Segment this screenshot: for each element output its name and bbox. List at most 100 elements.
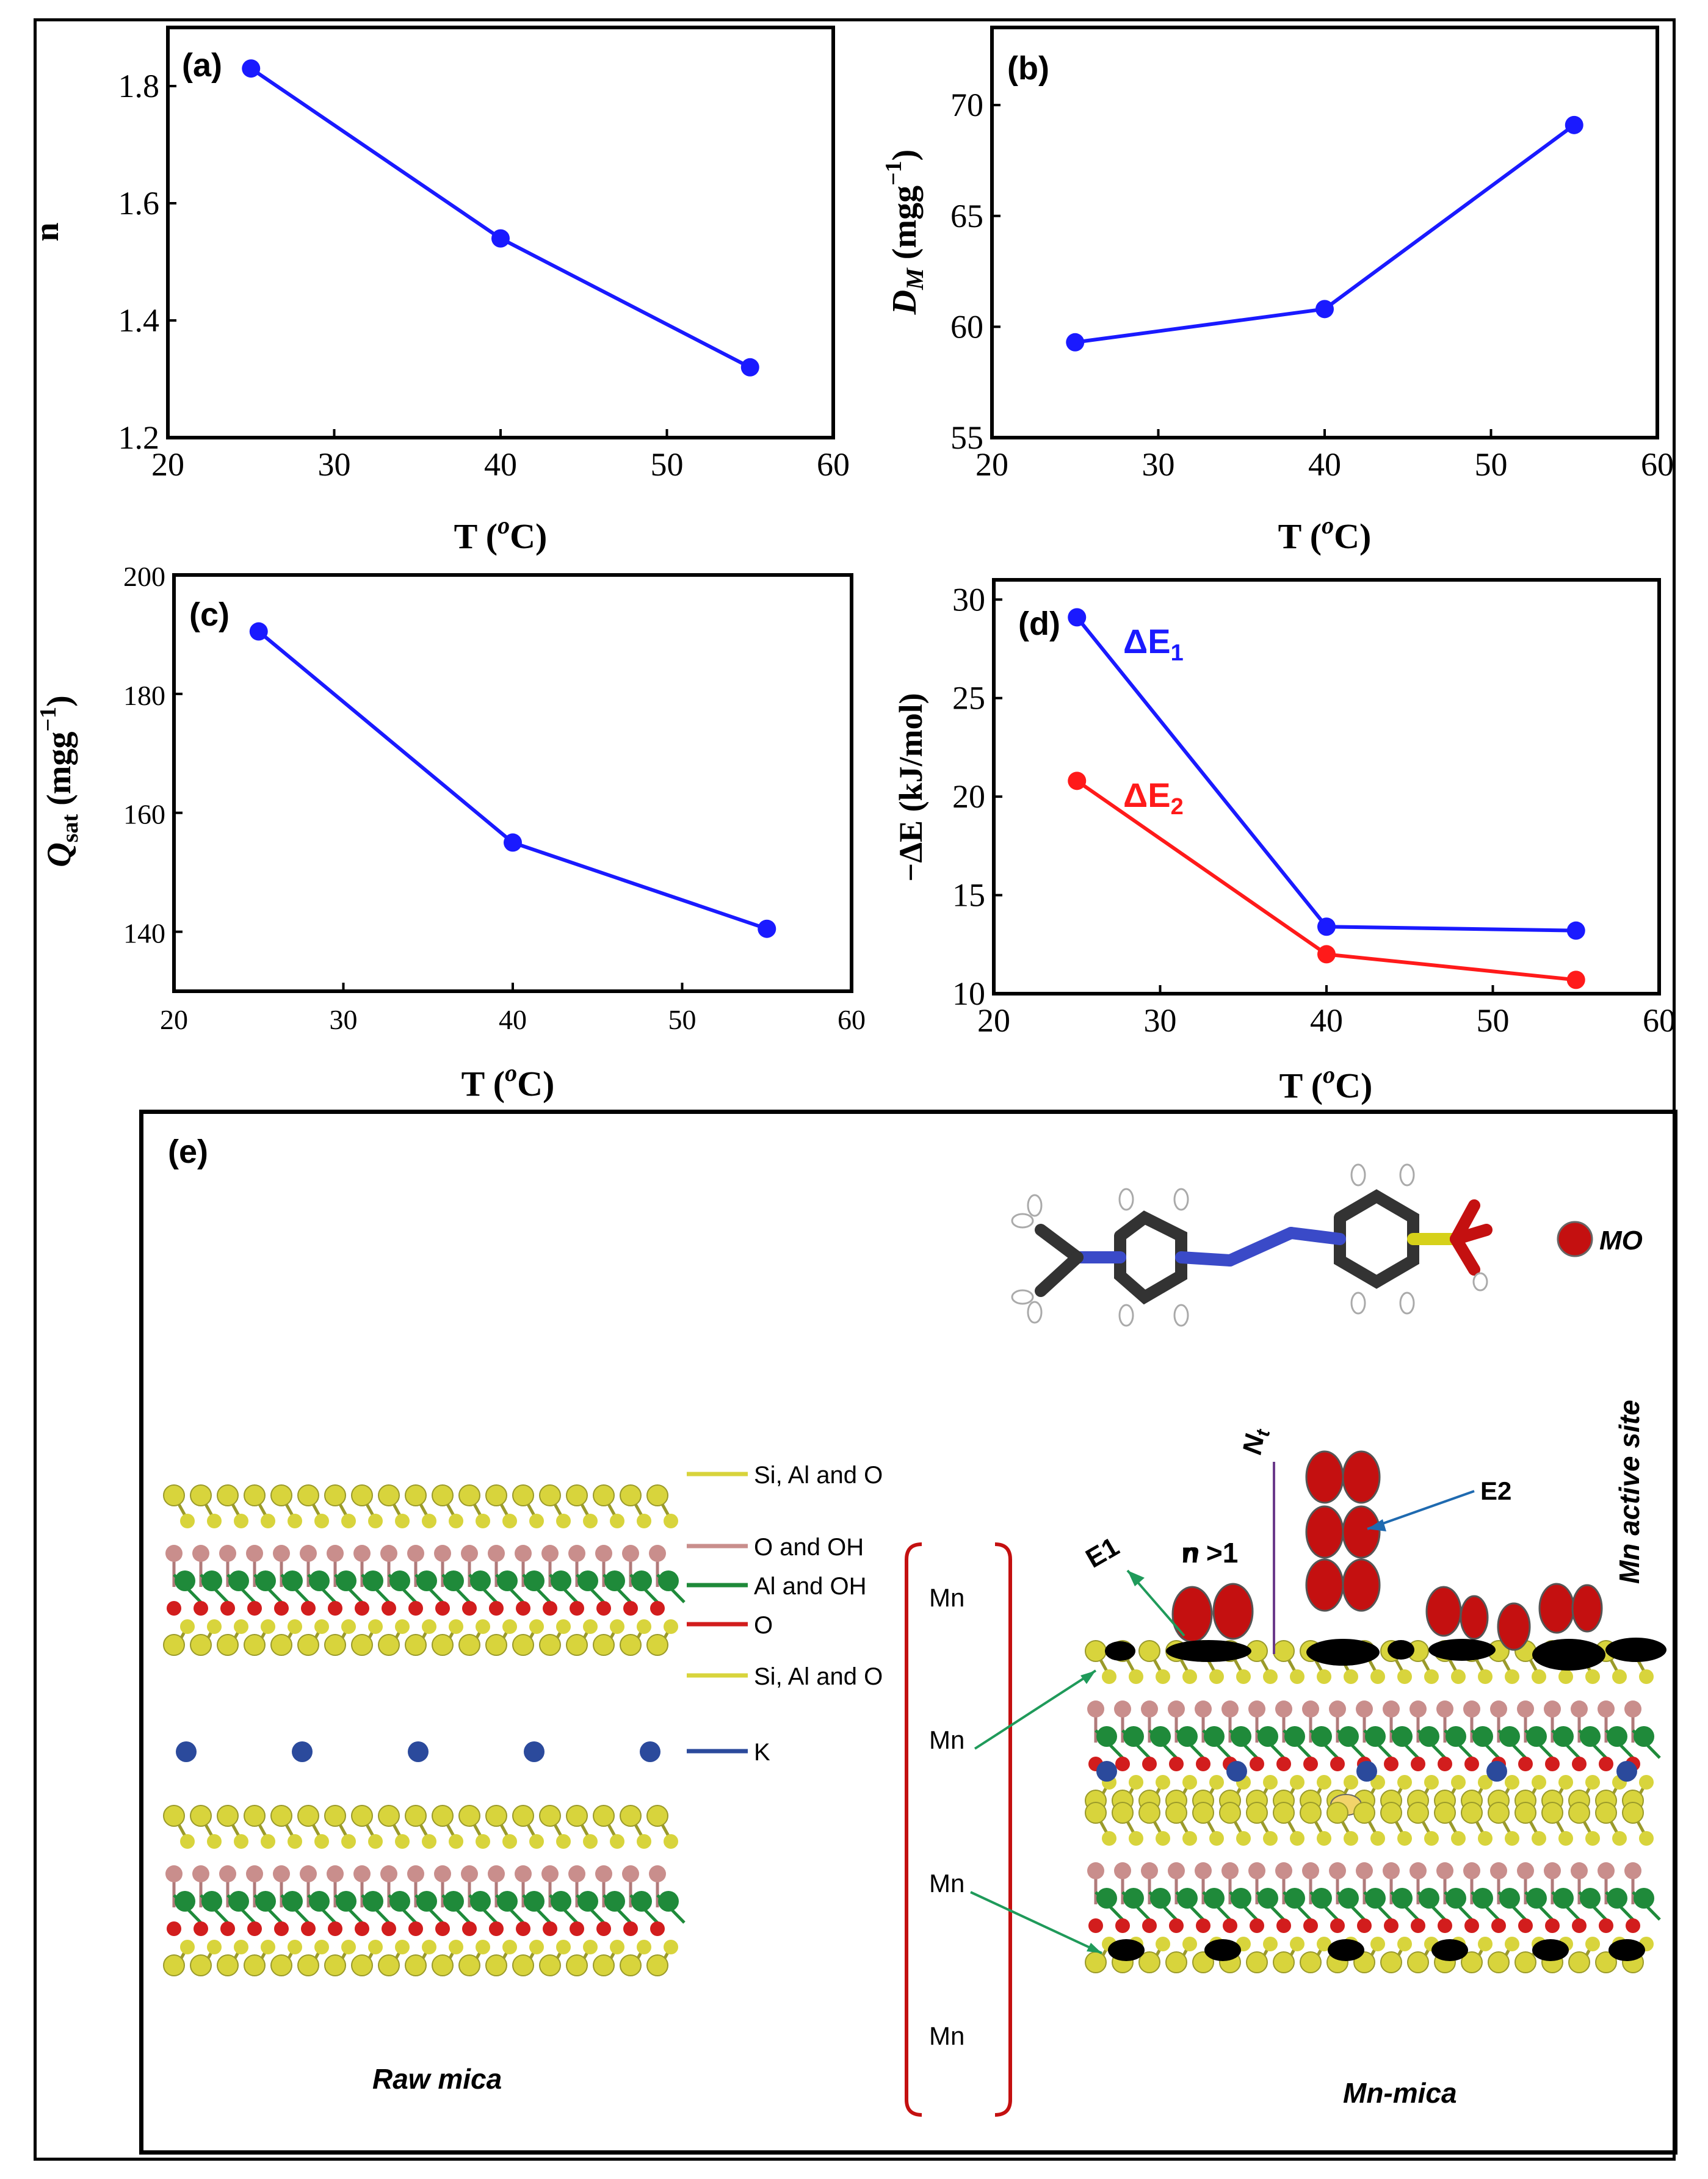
panel-d-series-0-point-0: [1068, 608, 1087, 627]
panel-d-series-1-point-2: [1566, 970, 1585, 989]
mo-legend-dot: [1557, 1221, 1593, 1257]
panel-c-plot: [249, 622, 776, 938]
legend-si-al-o-top: Si, Al and O: [754, 1462, 883, 1489]
panel-d-xtick-4: 60: [1643, 1002, 1676, 1039]
panel-c-ticks: 20 30 40 50 60 140 160 180 200: [123, 561, 866, 1035]
panel-b-xtick-0: 20: [975, 446, 1008, 483]
panel-e-drawing: (e): [163, 1133, 1666, 2117]
panel-a-series-0-point-0: [242, 59, 261, 78]
panel-a-ytick-2: 1.6: [118, 185, 160, 222]
mn-label-3: Mn: [929, 1869, 964, 1898]
legend-delta-e1: ΔE1: [1123, 622, 1184, 666]
panel-c-ylabel: Qsat (mgg−1): [35, 695, 83, 867]
adsorbed-dye: [1105, 1450, 1666, 1671]
panel-c-xtick-2: 40: [499, 1004, 527, 1035]
panel-a-xtick-0: 20: [151, 446, 184, 483]
e2-label: E2: [1480, 1476, 1511, 1505]
panel-a-label: (a): [182, 47, 222, 84]
mn-mica-label: Mn-mica: [1343, 2077, 1457, 2109]
panel-d-series-0-point-2: [1566, 921, 1585, 940]
panel-c-series-0-line: [257, 630, 768, 931]
panel-d-xtick-0: 20: [977, 1002, 1010, 1039]
panel-a-series-0-point-2: [740, 358, 759, 377]
panel-b-xtick-4: 60: [1641, 446, 1674, 483]
panel-c-ytick-1: 160: [123, 799, 165, 830]
panel-c-series-0-point-0: [249, 622, 268, 641]
panel-b-ytick-3: 70: [950, 87, 983, 123]
panel-a-ytick-0: 1.2: [118, 419, 160, 456]
panel-e-annotations: Nt nn >1 E1 E2: [970, 1427, 1511, 1954]
panel-b-xtick-1: 30: [1142, 446, 1175, 483]
panel-d: (d) 20 30 40 50 60 10 15 20 25 30 −ΔE (kJ/mol) T …: [892, 578, 1676, 1105]
mn-active-site-label: Mn active site: [1613, 1400, 1645, 1584]
panel-b-xlabel: T (oC): [1278, 511, 1372, 556]
panel-b-ytick-2: 65: [950, 198, 983, 234]
raw-mica-label: Raw mica: [372, 2063, 502, 2095]
mn-mica-structure: [1085, 1640, 1661, 1973]
mo-legend-label: MO: [1599, 1226, 1643, 1256]
panel-b-frame: [990, 26, 1659, 439]
panel-c-label: (c): [189, 596, 230, 633]
mn-label-1: Mn: [929, 1583, 964, 1612]
figure-frame: [34, 18, 1676, 2161]
panel-d-series-1-point-0: [1068, 772, 1087, 790]
legend-k: K: [754, 1739, 770, 1766]
panel-b-series-0-point-1: [1315, 300, 1334, 319]
legend-o-and-oh: O and OH: [754, 1534, 864, 1561]
panel-d-series-0-line: [1075, 616, 1576, 933]
panel-a-xlabel: T (oC): [454, 511, 548, 556]
panel-c-ytick-2: 180: [123, 680, 165, 711]
panel-e: (e): [139, 1110, 1677, 2155]
mn-label-2: Mn: [929, 1725, 964, 1754]
panel-a-ylabel: n: [28, 222, 66, 241]
panel-b-xtick-3: 50: [1475, 446, 1508, 483]
panel-b: (b) 20 30 40 50 60 55 60 65 70 DM (mgg−1) T (oC): [881, 26, 1674, 556]
panel-c-series-0-point-1: [504, 833, 522, 852]
panel-a-plot: [242, 59, 759, 377]
mn-bracket: Mn Mn Mn Mn: [905, 1542, 1012, 2117]
panel-d-ytick-3: 25: [952, 680, 985, 717]
raw-mica-structure: [163, 1484, 686, 1976]
panel-d-ticks: 20 30 40 50 60 10 15 20 25 30: [952, 581, 1676, 1039]
panel-d-series-0-point-1: [1317, 917, 1336, 936]
panel-a-ytick-3: 1.8: [118, 68, 160, 104]
legend-delta-e2: ΔE2: [1123, 776, 1184, 820]
panel-b-ytick-1: 60: [950, 308, 983, 345]
panel-d-ylabel: −ΔE (kJ/mol): [892, 693, 929, 881]
mn-label-4: Mn: [929, 2022, 964, 2050]
panel-d-series-1-point-1: [1317, 945, 1336, 964]
panel-b-plot: [1066, 115, 1583, 352]
panel-a-series-0-line: [250, 67, 751, 369]
panel-d-label: (d): [1018, 605, 1060, 642]
charts-layer: (a) 20 30 40 50 60 1.2 1.4 1.6 1.8 n T (oC) (b) …: [28, 26, 1676, 1105]
panel-b-ylabel: DM (mgg−1): [881, 150, 928, 316]
panel-c-frame: [172, 573, 853, 993]
panel-c-series-0-point-2: [758, 919, 776, 938]
methyl-orange-molecule: [1011, 1163, 1493, 1327]
panel-c-xtick-3: 50: [668, 1004, 697, 1035]
panel-c-xtick-1: 30: [330, 1004, 358, 1035]
e1-label: E1: [1081, 1531, 1124, 1574]
panel-b-series-0-point-0: [1066, 333, 1085, 352]
panel-b-ticks: 20 30 40 50 60 55 60 65 70: [950, 87, 1674, 483]
panel-e-label: (e): [168, 1133, 208, 1170]
panel-a-ytick-1: 1.4: [118, 302, 160, 339]
panel-d-xtick-1: 30: [1144, 1002, 1177, 1039]
panel-c-ytick-0: 140: [123, 918, 165, 949]
atom-legend: Si, Al and O O and OH Al and OH O Si, Al…: [687, 1462, 883, 1766]
panel-d-ytick-4: 30: [952, 581, 985, 618]
panel-d-xlabel: T (oC): [1279, 1061, 1373, 1105]
panel-b-series-0-point-2: [1565, 115, 1583, 134]
legend-o: O: [754, 1612, 773, 1639]
panel-d-ytick-1: 15: [952, 877, 985, 914]
panel-b-label: (b): [1007, 50, 1049, 87]
panel-a-series-0-point-1: [491, 229, 510, 248]
n-gt-1-label: nn >1: [1181, 1537, 1238, 1569]
panel-c-xtick-0: 20: [160, 1004, 188, 1035]
panel-d-plot: [1068, 608, 1585, 989]
panel-a-xtick-4: 60: [817, 446, 850, 483]
panel-c-ytick-3: 200: [123, 561, 165, 592]
panel-d-xtick-2: 40: [1310, 1002, 1343, 1039]
panel-a: (a) 20 30 40 50 60 1.2 1.4 1.6 1.8 n T (oC): [28, 26, 850, 556]
